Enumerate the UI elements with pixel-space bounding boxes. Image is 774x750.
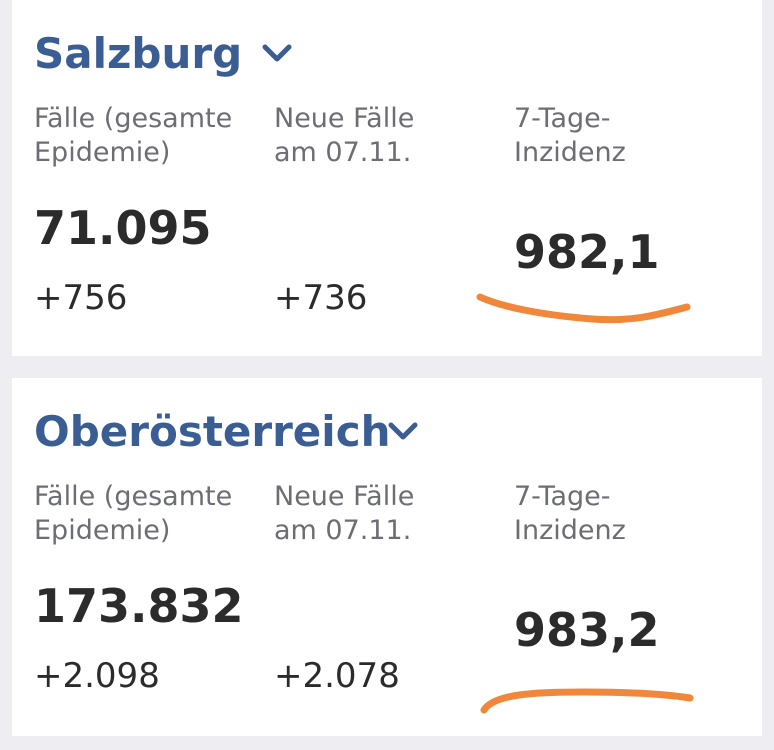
cases-total-value: 71.095 bbox=[34, 201, 212, 255]
region-card-oberoesterreich: Oberösterreich Fälle (gesamte Epidemie) … bbox=[12, 378, 762, 736]
new-cases-value: +2.078 bbox=[274, 656, 400, 696]
new-cases-value: +736 bbox=[274, 278, 368, 318]
incidence-value: 983,2 bbox=[514, 603, 660, 657]
label-incidence: 7-Tage- Inzidenz bbox=[514, 103, 626, 168]
label-new-cases: Neue Fälle am 07.11. bbox=[274, 103, 415, 168]
cases-total-change: +756 bbox=[34, 278, 128, 318]
region-title: Salzburg bbox=[34, 29, 243, 78]
cases-total-change: +2.098 bbox=[34, 656, 160, 696]
highlight-underline-stroke bbox=[480, 688, 694, 714]
label-cases-total: Fälle (gesamte Epidemie) bbox=[34, 103, 233, 168]
chevron-down-icon[interactable] bbox=[386, 418, 420, 444]
region-title: Oberösterreich bbox=[34, 407, 391, 456]
highlight-underline-stroke bbox=[476, 293, 691, 324]
incidence-value: 982,1 bbox=[514, 225, 660, 279]
region-card-salzburg: Salzburg Fälle (gesamte Epidemie) Neue F… bbox=[12, 0, 762, 356]
label-new-cases: Neue Fälle am 07.11. bbox=[274, 481, 415, 546]
label-cases-total: Fälle (gesamte Epidemie) bbox=[34, 481, 233, 546]
cases-total-value: 173.832 bbox=[34, 579, 244, 633]
chevron-down-icon[interactable] bbox=[260, 40, 294, 66]
label-incidence: 7-Tage- Inzidenz bbox=[514, 481, 626, 546]
